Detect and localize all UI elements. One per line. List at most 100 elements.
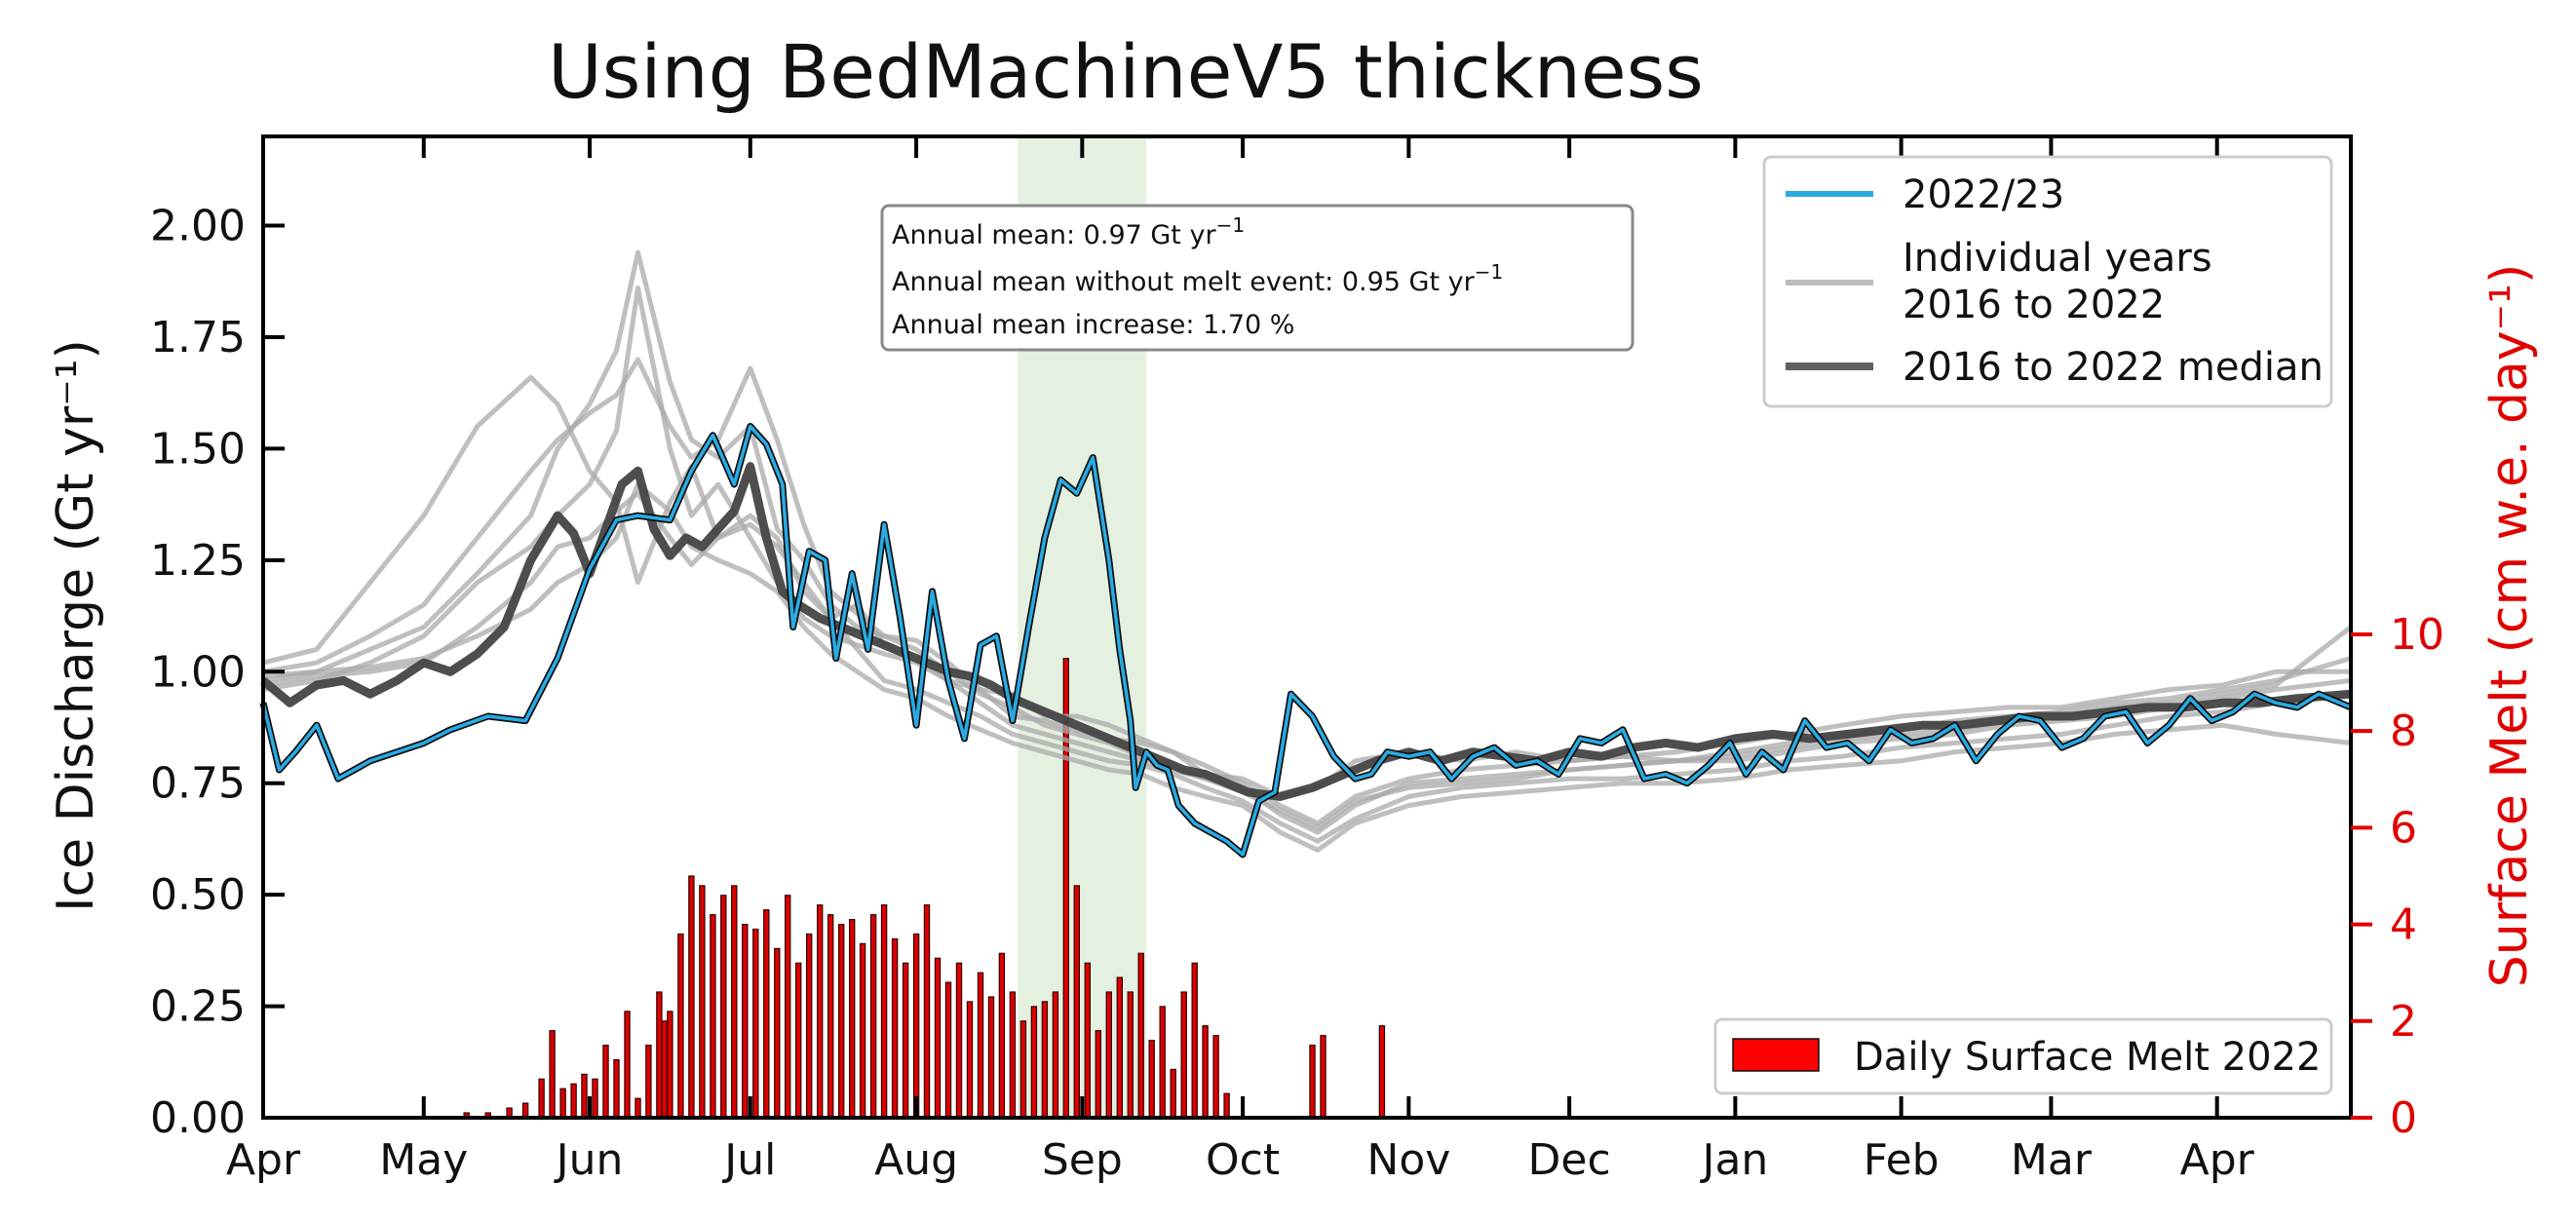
melt-bar (559, 1088, 566, 1119)
melt-bar (710, 914, 716, 1119)
melt-bar (752, 928, 759, 1119)
melt-bar (1030, 1006, 1038, 1119)
x-tick-label: Aug (874, 1135, 958, 1185)
melt-bar (720, 895, 727, 1119)
melt-bar (1180, 991, 1187, 1119)
y2-tick-label: 2 (2390, 997, 2417, 1047)
melt-bar (1009, 991, 1017, 1119)
melt-bar (1052, 991, 1059, 1119)
melt-bar (602, 1044, 609, 1119)
melt-bar (1320, 1035, 1326, 1119)
melt-bar (634, 1097, 641, 1119)
annotation-frame (880, 204, 1634, 352)
legend-bars-frame (1713, 1017, 2333, 1095)
melt-bar (656, 991, 663, 1119)
legend-label-median: 2016 to 2022 median (1903, 345, 2324, 390)
melt-bar (592, 1078, 598, 1119)
x-tick-label: Dec (1528, 1135, 1611, 1185)
melt-bar (581, 1073, 588, 1119)
melt-bar (805, 933, 813, 1119)
melt-bar (731, 885, 738, 1119)
melt-bar (902, 962, 909, 1119)
melt-bar (784, 895, 791, 1119)
y-tick-label: 0.25 (150, 982, 246, 1032)
legend-lines-frame (1762, 155, 2333, 408)
y-tick-label: 1.00 (150, 647, 246, 697)
series-2022-23-line (261, 424, 2352, 857)
melt-bar (912, 933, 920, 1119)
melt-bar (661, 1020, 669, 1119)
y-tick-label: 2.00 (150, 202, 246, 251)
melt-bar (645, 1044, 652, 1119)
legend-label-individual-years: Individual years (1903, 236, 2212, 281)
melt-bar (1191, 962, 1198, 1119)
melt-bar (1073, 885, 1080, 1119)
individual-year-line (262, 374, 2351, 799)
melt-bar (944, 981, 952, 1119)
melt-bar (1019, 1020, 1027, 1119)
x-tick-label: Feb (1864, 1135, 1940, 1185)
legend-lines: 2022/23 Individual years 2016 to 2022 20… (1762, 155, 2333, 408)
annotation-line-3: Annual mean increase: 1.70 % (892, 310, 1294, 340)
y-tick-label: 0.50 (150, 870, 246, 920)
melt-bar (538, 1078, 545, 1119)
melt-bar (1309, 1044, 1316, 1119)
melt-bar (763, 909, 770, 1119)
melt-bar (827, 914, 834, 1119)
x-tick-label: Jul (721, 1135, 776, 1185)
individual-year-line (262, 490, 2352, 844)
individual-year-line (262, 357, 2353, 830)
melt-bar (1105, 991, 1112, 1119)
melt-bar (966, 1001, 974, 1119)
melt-bar (848, 918, 856, 1119)
plot-area: 0.00 0.25 0.50 0.75 1.00 1.25 1.50 1.75 2.00 0 2 4 6… (150, 134, 2444, 1185)
x-tick-label: Apr (2180, 1135, 2255, 1185)
legend-label-individual-years-range: 2016 to 2022 (1903, 283, 2165, 327)
y2-tick-label: 4 (2390, 900, 2417, 950)
melt-bar (977, 972, 984, 1119)
chart-title: Using BedMachineV5 thickness (548, 28, 1704, 115)
melt-bar (934, 957, 942, 1119)
melt-bar (613, 1058, 620, 1119)
annotation-line-1: Annual mean: 0.97 Gt yr−1 (892, 213, 1245, 250)
melt-bar (955, 962, 963, 1119)
melt-bar (1095, 1030, 1101, 1119)
melt-bar (816, 904, 824, 1119)
x-tick-label: Sep (1042, 1135, 1123, 1185)
melt-bar (1202, 1025, 1209, 1119)
y2-tick-label: 8 (2390, 706, 2417, 756)
melt-bar (998, 952, 1006, 1119)
melt-bar (1084, 962, 1091, 1119)
melt-bar (923, 904, 931, 1119)
annotation-line-2: Annual mean without melt event: 0.95 Gt … (892, 260, 1503, 297)
legend-bars: Daily Surface Melt 2022 (1713, 1017, 2333, 1095)
melt-bar (699, 885, 706, 1119)
melt-bar (794, 962, 802, 1119)
melt-bar (1127, 991, 1134, 1119)
x-tick-label: Jan (1699, 1135, 1768, 1185)
melt-bar (1170, 1068, 1176, 1119)
melt-bar (774, 947, 781, 1119)
melt-bar (570, 1083, 577, 1119)
melt-bar (549, 1030, 556, 1119)
y2-tick-label: 10 (2390, 610, 2444, 660)
x-tick-label: Jun (554, 1135, 624, 1185)
melt-bar (667, 1011, 673, 1119)
melt-bar (521, 1102, 529, 1119)
x-tick-label: May (379, 1135, 468, 1185)
melt-bar (1212, 1035, 1219, 1119)
melt-bar (688, 875, 695, 1119)
legend-label-2022-23: 2022/23 (1903, 172, 2064, 217)
legend-label-surface-melt: Daily Surface Melt 2022 (1854, 1035, 2321, 1080)
melt-bar (1137, 952, 1144, 1119)
x-tick-label: Mar (2011, 1135, 2093, 1185)
y2-tick-label: 0 (2390, 1093, 2417, 1143)
melt-bar (891, 937, 899, 1119)
melt-bar (1223, 1092, 1230, 1119)
melt-bar (742, 923, 749, 1119)
x-tick-label: Apr (226, 1135, 301, 1185)
x-tick-label: Oct (1206, 1135, 1280, 1185)
melt-bar (1041, 1001, 1049, 1119)
